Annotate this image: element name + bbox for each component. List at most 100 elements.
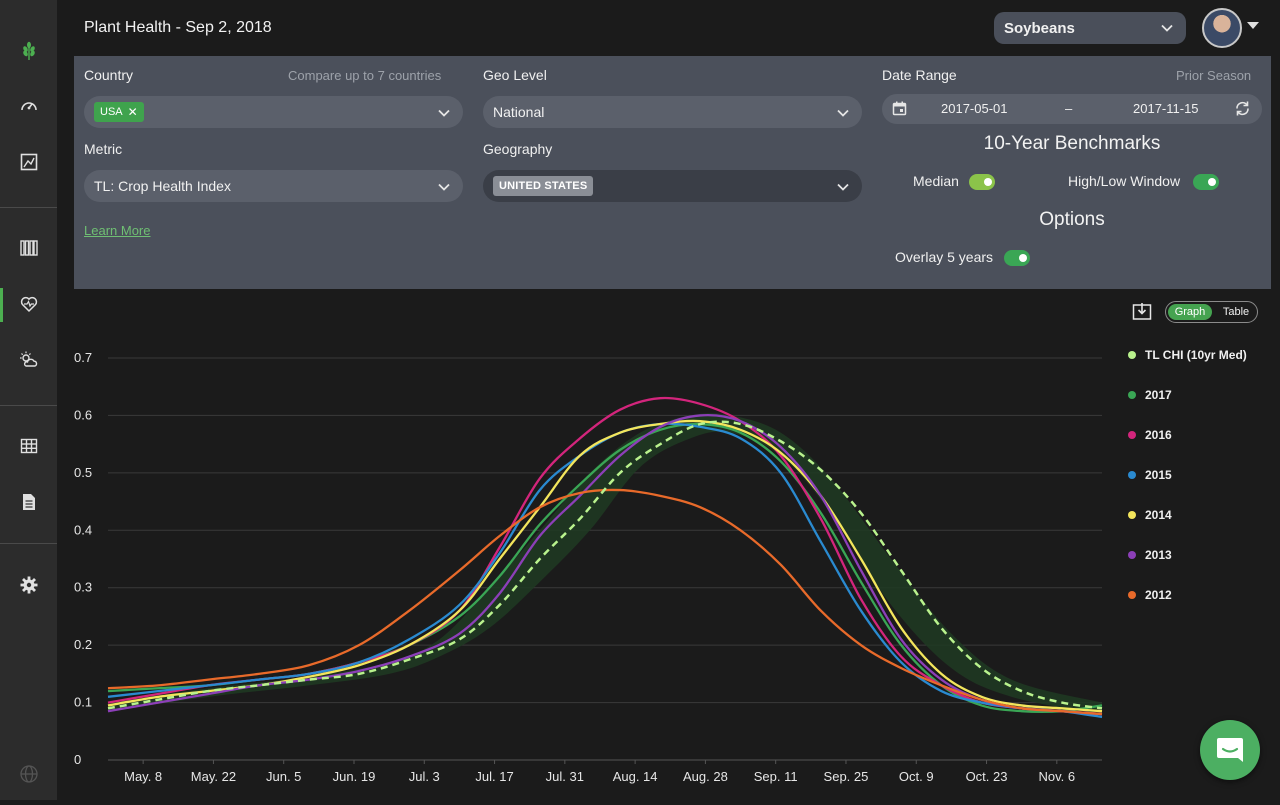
- calendar-icon[interactable]: [892, 101, 907, 116]
- caret-down-icon[interactable]: [1247, 22, 1259, 29]
- legend-item[interactable]: 2017: [1128, 388, 1172, 402]
- x-tick-label: Jul. 3: [409, 769, 440, 784]
- y-tick-label: 0.4: [74, 522, 92, 537]
- geo-level-select[interactable]: National: [483, 96, 862, 128]
- overlay-label: Overlay 5 years: [895, 249, 994, 265]
- legend-item[interactable]: 2013: [1128, 548, 1172, 562]
- legend-item[interactable]: 2015: [1128, 468, 1172, 482]
- options-title: Options: [1039, 209, 1105, 230]
- country-chip-label: USA: [100, 106, 123, 118]
- x-tick-label: May. 22: [191, 769, 236, 784]
- country-label: Country: [84, 67, 134, 83]
- toggle-knob: [984, 178, 992, 186]
- y-tick-label: 0.7: [74, 350, 92, 365]
- x-tick-label: Sep. 25: [824, 769, 869, 784]
- table-tab[interactable]: Table: [1222, 306, 1250, 318]
- legend-item[interactable]: 2016: [1128, 428, 1172, 442]
- map-image-icon[interactable]: [0, 142, 57, 182]
- geo-level-label: Geo Level: [483, 67, 547, 83]
- legend-label: TL CHI (10yr Med): [1145, 348, 1247, 362]
- top-bar: Plant Health - Sep 2, 2018 Soybeans: [57, 0, 1280, 56]
- crop-select-value: Soybeans: [1004, 19, 1075, 37]
- legend-item[interactable]: 2012: [1128, 588, 1172, 602]
- document-icon[interactable]: [0, 482, 57, 522]
- refresh-icon[interactable]: [1234, 100, 1251, 117]
- legend-item[interactable]: TL CHI (10yr Med): [1128, 348, 1247, 362]
- download-icon[interactable]: [1132, 302, 1152, 321]
- x-tick-label: Oct. 23: [966, 769, 1008, 784]
- chevron-down-icon: [837, 109, 849, 117]
- sidebar-divider: [0, 207, 57, 208]
- prior-season-link[interactable]: Prior Season: [1176, 68, 1252, 83]
- sidebar-divider: [0, 405, 57, 406]
- x-tick-label: Jun. 19: [333, 769, 376, 784]
- high-low-toggle[interactable]: [1193, 174, 1219, 190]
- legend-label: 2016: [1145, 428, 1172, 442]
- y-tick-label: 0.5: [74, 465, 92, 480]
- sidebar-divider: [0, 543, 57, 544]
- x-tick-label: Nov. 6: [1039, 769, 1076, 784]
- chevron-down-icon: [438, 183, 450, 191]
- chat-icon: [1217, 738, 1243, 762]
- legend-dot: [1128, 511, 1136, 519]
- geography-select[interactable]: UNITED STATES: [483, 170, 862, 202]
- gear-icon[interactable]: [0, 565, 57, 605]
- x-tick-label: Jun. 5: [266, 769, 301, 784]
- close-icon[interactable]: ✕: [127, 105, 138, 119]
- filter-panel: Country Compare up to 7 countries USA ✕ …: [74, 56, 1271, 289]
- y-tick-label: 0.6: [74, 407, 92, 422]
- high-low-label: High/Low Window: [1068, 173, 1181, 189]
- globe-icon[interactable]: [0, 754, 57, 794]
- benchmarks-title: 10-Year Benchmarks: [983, 133, 1161, 154]
- overlay-toggle[interactable]: [1004, 250, 1030, 266]
- heart-pulse-icon[interactable]: [0, 284, 57, 324]
- gauge-icon[interactable]: [0, 86, 57, 126]
- country-chip[interactable]: USA ✕: [94, 102, 144, 122]
- series-line-tl-chi-10yr-med-: [107, 420, 1103, 710]
- chevron-down-icon: [837, 183, 849, 191]
- legend-label: 2014: [1145, 508, 1172, 522]
- country-select[interactable]: USA ✕: [84, 96, 463, 128]
- x-tick-label: Oct. 9: [899, 769, 934, 784]
- x-tick-label: Jul. 17: [475, 769, 513, 784]
- x-tick-label: Aug. 28: [683, 769, 728, 784]
- metric-value: TL: Crop Health Index: [94, 178, 231, 194]
- graph-tab[interactable]: Graph: [1168, 304, 1212, 320]
- toggle-knob: [1019, 254, 1027, 262]
- date-end[interactable]: 2017-11-15: [1133, 101, 1199, 116]
- legend-dot: [1128, 391, 1136, 399]
- sun-cloud-icon[interactable]: [0, 340, 57, 380]
- median-toggle[interactable]: [969, 174, 995, 190]
- legend-label: 2015: [1145, 468, 1172, 482]
- geography-chip[interactable]: UNITED STATES: [493, 176, 594, 196]
- y-tick-label: 0.1: [74, 695, 92, 710]
- legend-label: 2012: [1145, 588, 1172, 602]
- sidebar: [0, 0, 57, 800]
- graph-table-toggle[interactable]: Graph Table: [1165, 301, 1258, 323]
- avatar[interactable]: [1202, 8, 1242, 48]
- legend-item[interactable]: 2014: [1128, 508, 1172, 522]
- books-icon[interactable]: [0, 228, 57, 268]
- active-indicator: [0, 288, 3, 322]
- high-low-band: [108, 413, 1102, 715]
- geography-label: Geography: [483, 141, 553, 157]
- learn-more-link[interactable]: Learn More: [84, 223, 151, 238]
- legend-dot: [1128, 471, 1136, 479]
- chat-button[interactable]: [1200, 720, 1260, 780]
- y-tick-label: 0.2: [74, 637, 92, 652]
- x-tick-label: Jul. 31: [546, 769, 584, 784]
- y-tick-label: 0.3: [74, 580, 92, 595]
- legend-dot: [1128, 351, 1136, 359]
- grid-table-icon[interactable]: [0, 426, 57, 466]
- series-line-2014: [107, 419, 1103, 713]
- metric-label: Metric: [84, 141, 123, 157]
- geo-level-value: National: [493, 104, 545, 120]
- series-line-2013: [107, 414, 1103, 716]
- date-range-picker[interactable]: 2017-05-01 – 2017-11-15: [882, 94, 1262, 124]
- legend-label: 2013: [1145, 548, 1172, 562]
- wheat-icon[interactable]: [0, 31, 57, 71]
- chart-area: 0 0.1 0.2 0.3 0.4 0.5 0.6 0.7 May. 8 May. 22 Jun. …: [60, 335, 1280, 800]
- metric-select[interactable]: TL: Crop Health Index: [84, 170, 463, 202]
- crop-select[interactable]: Soybeans: [994, 12, 1186, 44]
- date-start[interactable]: 2017-05-01: [941, 101, 1008, 116]
